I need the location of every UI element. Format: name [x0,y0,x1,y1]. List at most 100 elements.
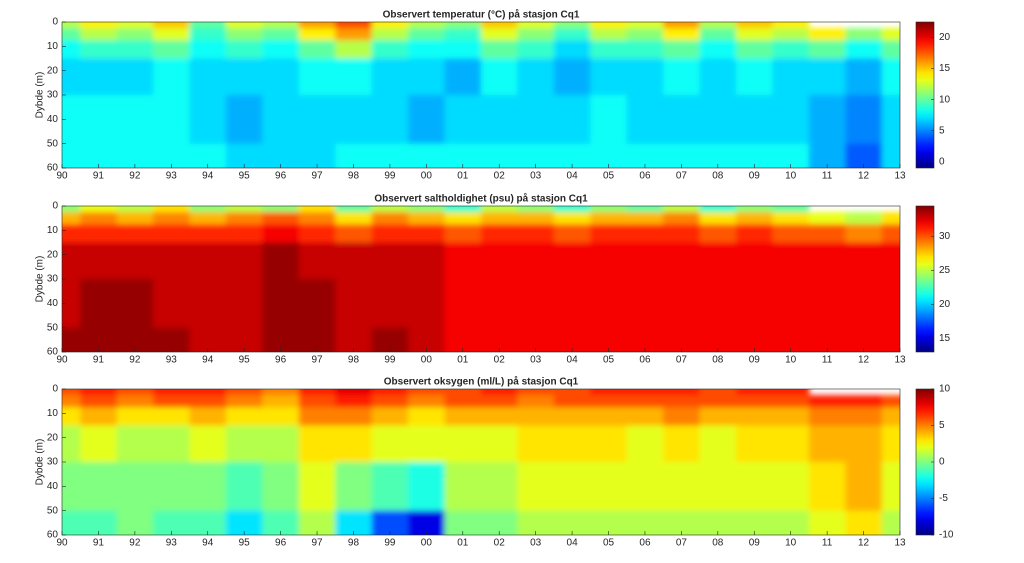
contour-cell [736,58,773,96]
contour-cell [371,395,409,408]
contour-cell [626,28,664,41]
contour-cell [663,40,701,59]
contour-cell [298,40,336,59]
contour-cell [408,327,446,352]
contour-cell [80,279,118,329]
contour-cell [189,143,227,168]
contour-cell [225,395,263,408]
colorbar-tick-label: 15 [939,333,951,344]
contour-cell [736,224,773,243]
contour-cell [225,389,263,396]
contour-cell [262,510,300,535]
contour-cell [808,212,846,225]
contour-cell [298,28,336,41]
contour-cell [408,279,446,329]
contour-cell [590,462,628,512]
contour-cell [699,510,737,535]
contour-cell [626,395,664,408]
x-tick-label: 95 [239,171,251,182]
contour-cell [663,510,701,535]
contour-cell [772,212,810,225]
y-tick-label: 0 [52,17,58,28]
contour-cell [408,212,446,225]
contour-cell [517,58,555,96]
contour-cell [408,395,446,408]
contour-cell [153,212,191,225]
contour-cell [444,22,482,29]
x-tick-label: 96 [275,538,287,549]
contour-cell [481,462,518,512]
contour-cell [298,462,336,512]
contour-cell [772,40,810,59]
contour-cell [298,279,336,329]
contour-cell [335,327,373,352]
contour-cell [553,510,591,535]
contour-cell [62,22,81,29]
contour-cell [262,327,300,352]
contour-cell [153,22,191,29]
contour-cell [62,28,81,41]
contour-cell [881,40,900,59]
contour-cell [189,395,227,408]
contour-cell [262,224,300,243]
contour-cell [845,242,883,280]
contour-cell [590,510,628,535]
x-tick-label: 91 [93,355,105,366]
contour-cell [153,395,191,408]
x-tick-label: 10 [785,538,797,549]
contour-cell [153,224,191,243]
x-tick-label: 93 [166,171,178,182]
contour-cell [845,279,883,329]
contour-cell [371,327,409,352]
contour-cell [845,462,883,512]
contour-cell [772,224,810,243]
contour-cell [444,206,482,213]
contour-cell [116,22,154,29]
contour-cell [736,462,773,512]
contour-cell [80,242,118,280]
contour-cell [225,28,263,41]
contour-cell [772,95,810,145]
x-tick-label: 06 [639,538,651,549]
contour-cell [517,395,555,408]
contour-cell [626,212,664,225]
y-tick-label: 30 [47,457,59,468]
contour-cell [153,95,191,145]
contour-cell [189,242,227,280]
x-tick-label: 05 [603,538,615,549]
contour-cell [298,389,336,396]
x-tick-label: 94 [202,538,214,549]
contour-cell [298,407,336,426]
contour-cell [335,395,373,408]
x-tick-label: 92 [129,355,141,366]
x-tick-label: 10 [785,355,797,366]
contour-cell [553,224,591,243]
contour-cell [553,407,591,426]
contour-cell [371,95,409,145]
contour-cell [298,22,336,29]
contour-cell [772,279,810,329]
contour-cell [371,407,409,426]
contour-cell [153,40,191,59]
contour-cell [772,510,810,535]
x-tick-label: 03 [530,538,542,549]
colorbar-tick-label: 5 [939,420,945,431]
contour-cell [371,143,409,168]
contour-cell [335,462,373,512]
contour-cell [699,22,737,29]
x-tick-label: 13 [894,171,906,182]
contour-cell [663,28,701,41]
contour-cell [626,510,664,535]
contour-cell [262,40,300,59]
contour-cell [371,425,409,463]
contour-cell [444,224,482,243]
contour-cell [62,40,81,59]
contour-cell [663,425,701,463]
contour-cell [553,279,591,329]
contour-cell [189,95,227,145]
contour-cell [189,22,227,29]
contour-cell [808,40,846,59]
contour-cell [663,242,701,280]
contour-cell [808,95,846,145]
contour-cell [881,407,900,426]
